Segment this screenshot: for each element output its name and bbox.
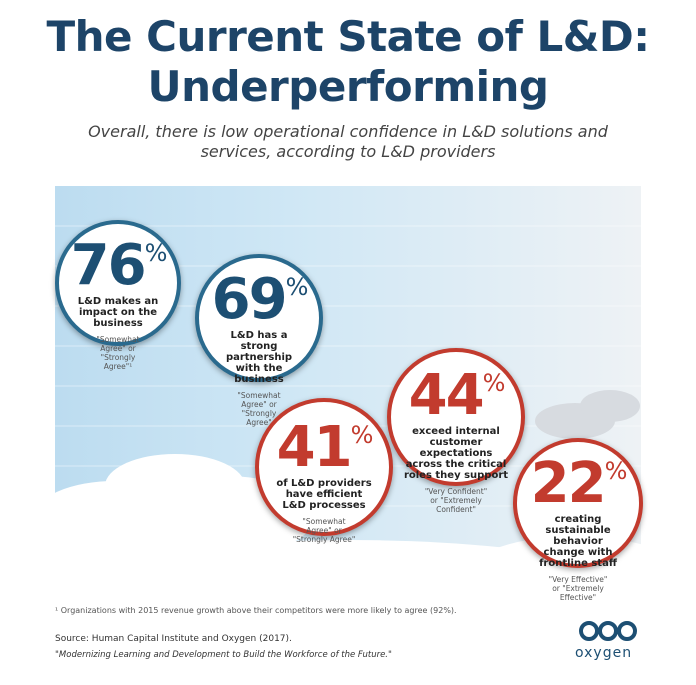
stat-unit: % (144, 239, 168, 267)
logo-text: oxygen (575, 645, 633, 661)
title: The Current State of L&D: (46, 12, 650, 61)
background (55, 186, 641, 600)
stat-unit: % (604, 457, 628, 485)
source-title: "Modernizing Learning and Development to… (55, 650, 392, 660)
stat-qualifier: "Somewhat Agree" or "Strongly Agree" (292, 517, 356, 544)
panel: 76% L&D makes an impact on the business … (55, 186, 643, 602)
stat-value: 44 (408, 363, 485, 428)
stat-label: exceed internal customer expectations ac… (403, 426, 509, 481)
subtitle: Overall, there is low operational confid… (88, 122, 608, 161)
stat-value: 76 (70, 233, 147, 298)
stat-unit: % (482, 369, 506, 397)
stat-circle: 44% exceed internal customer expectation… (387, 348, 525, 514)
source: Source: Human Capital Institute and Oxyg… (55, 634, 292, 644)
stat-qualifier: "Very Effective" or "Extremely Effective… (548, 575, 608, 602)
title: Underperforming (147, 62, 550, 111)
stat-qualifier: "Somewhat Agree" or "Strongly Agree"¹ (96, 335, 140, 371)
stat-label: L&D makes an impact on the business (77, 296, 159, 329)
stat-qualifier: "Somewhat Agree" or "Strongly Agree" (237, 391, 281, 427)
stat-label: of L&D providers have efficient L&D proc… (276, 478, 372, 511)
stat-unit: % (285, 273, 309, 301)
stat-unit: % (350, 421, 374, 449)
stat-value: 41 (276, 415, 353, 480)
stat-qualifier: "Very Confident" or "Extremely Confident… (424, 487, 488, 514)
stat-circle: 22% creating sustainable behavior change… (513, 438, 643, 602)
stat-label: L&D has a strong partnership with the bu… (225, 330, 293, 385)
stat-circle: 41% of L&D providers have efficient L&D … (255, 398, 393, 544)
stat-circle: 69% L&D has a strong partnership with th… (195, 254, 323, 427)
footnote: ¹ Organizations with 2015 revenue growth… (55, 606, 457, 615)
stat-value: 69 (211, 267, 288, 332)
stat-label: creating sustainable behavior change wit… (539, 514, 617, 569)
stat-circle: 76% L&D makes an impact on the business … (55, 220, 181, 371)
stat-value: 22 (530, 451, 607, 516)
logo-icon (579, 621, 637, 641)
